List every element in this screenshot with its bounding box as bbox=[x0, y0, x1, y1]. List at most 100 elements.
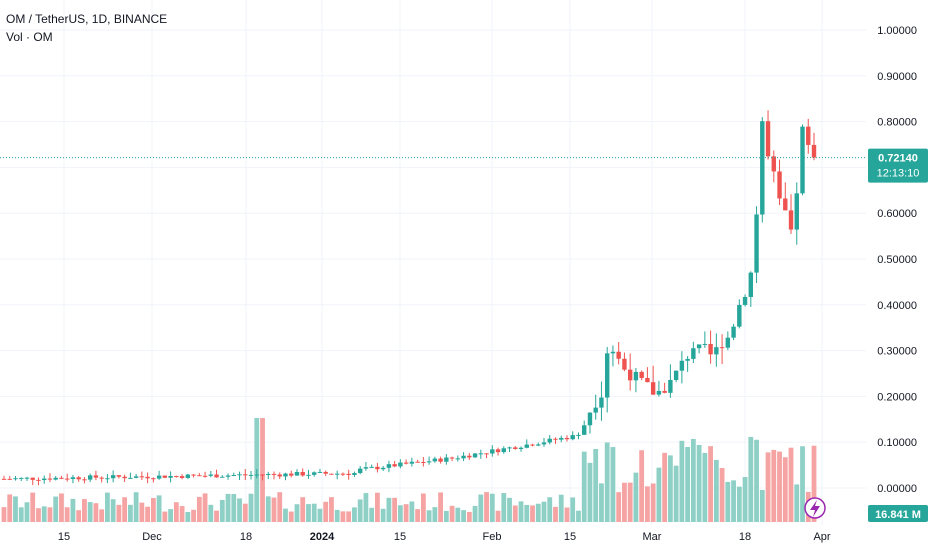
candle-body bbox=[122, 476, 127, 479]
candle-body bbox=[421, 462, 426, 464]
volume-bar bbox=[397, 505, 403, 522]
volume-bar bbox=[214, 510, 219, 522]
candle-body bbox=[788, 210, 794, 230]
candle-body bbox=[582, 425, 587, 435]
candle-body bbox=[777, 171, 782, 199]
time-tick-label: 15 bbox=[394, 531, 406, 543]
volume-bar bbox=[271, 497, 277, 522]
candle-body bbox=[363, 467, 369, 469]
candle-body bbox=[662, 390, 667, 393]
candle-body bbox=[403, 462, 409, 464]
volume-bar bbox=[173, 502, 179, 522]
candle-body bbox=[380, 467, 386, 470]
volume-bar bbox=[455, 507, 461, 522]
candle-body bbox=[42, 478, 47, 481]
volume-bar bbox=[1, 507, 7, 522]
candle-body bbox=[737, 304, 742, 327]
candle-body bbox=[47, 478, 53, 480]
candle-body bbox=[110, 475, 116, 479]
volume-bar bbox=[36, 508, 41, 522]
volume-bar bbox=[535, 503, 541, 522]
volume-bar bbox=[283, 508, 288, 522]
volume-bar bbox=[53, 496, 59, 522]
volume-bar bbox=[179, 506, 185, 522]
volume-bar bbox=[581, 451, 587, 522]
volume-indicator-label[interactable]: Vol · OM bbox=[6, 30, 53, 44]
candle-body bbox=[340, 473, 346, 475]
candle-body bbox=[765, 121, 771, 157]
volume-bar bbox=[788, 447, 794, 522]
candle-body bbox=[536, 444, 541, 446]
candle-body bbox=[185, 474, 191, 478]
countdown-timer: 12:13:10 bbox=[877, 168, 920, 180]
candle-body bbox=[329, 473, 334, 475]
price-tick-label: 0.80000 bbox=[877, 117, 917, 129]
candle-body bbox=[59, 477, 64, 479]
volume-bar bbox=[248, 493, 254, 522]
volume-bar bbox=[639, 450, 645, 522]
candle-body bbox=[289, 473, 294, 476]
candle-body bbox=[145, 476, 150, 479]
candle-body bbox=[610, 351, 616, 354]
volume-bar bbox=[771, 449, 777, 522]
candle-body bbox=[76, 477, 81, 480]
volume-bar bbox=[202, 493, 208, 522]
volume-bar bbox=[656, 467, 662, 522]
time-tick-label: Feb bbox=[483, 531, 502, 543]
candle-body bbox=[133, 476, 139, 478]
symbol-title[interactable]: OM / TetherUS, 1D, BINANCE bbox=[6, 12, 168, 26]
volume-bar bbox=[334, 509, 340, 522]
volume-bar bbox=[800, 446, 805, 522]
candle-body bbox=[530, 444, 535, 446]
candle-body bbox=[64, 478, 70, 480]
volume-bar bbox=[196, 496, 202, 522]
candle-body bbox=[472, 453, 478, 458]
candle-body bbox=[645, 377, 650, 383]
candle-body bbox=[225, 475, 231, 477]
volume-bar bbox=[403, 504, 409, 522]
volume-bar bbox=[133, 492, 139, 522]
volume-bar bbox=[127, 504, 133, 522]
candle-body bbox=[254, 474, 259, 476]
volume-bar bbox=[484, 492, 489, 522]
volume-bar bbox=[294, 504, 300, 522]
volume-bar bbox=[139, 502, 145, 522]
candle-body bbox=[495, 449, 501, 453]
candle-body bbox=[248, 474, 254, 476]
candle-body bbox=[599, 397, 604, 408]
volume-bar bbox=[650, 483, 656, 522]
volume-badge[interactable] bbox=[868, 505, 928, 522]
volume-bar bbox=[501, 493, 507, 522]
volume-bar bbox=[225, 493, 231, 522]
volume-bar bbox=[13, 496, 18, 522]
volume-bar bbox=[99, 509, 105, 522]
volume-bar bbox=[478, 494, 484, 522]
candle-body bbox=[449, 457, 455, 459]
candle-body bbox=[70, 477, 76, 480]
volume-bar bbox=[593, 448, 599, 522]
volume-bar bbox=[426, 510, 432, 522]
candle-body bbox=[105, 478, 110, 480]
volume-bar bbox=[627, 482, 633, 522]
volume-bar bbox=[329, 497, 334, 522]
candle-body bbox=[231, 475, 236, 477]
candle-body bbox=[679, 360, 685, 371]
candle-body bbox=[168, 475, 173, 478]
candle-body bbox=[237, 474, 242, 476]
volume-bar bbox=[524, 504, 530, 522]
price-tick-label: 0.30000 bbox=[877, 346, 917, 358]
volume-value: 16.841 M bbox=[875, 509, 921, 521]
candle-body bbox=[668, 380, 673, 393]
volume-bar bbox=[604, 442, 610, 522]
volume-bar bbox=[110, 499, 116, 522]
last-price-badge[interactable] bbox=[868, 148, 928, 183]
lightning-icon-glyph bbox=[810, 500, 820, 517]
candle-body bbox=[731, 326, 736, 338]
time-tick-label: 2024 bbox=[310, 531, 335, 543]
volume-bar bbox=[352, 507, 357, 522]
volume-bar bbox=[461, 510, 466, 522]
volume-bar bbox=[530, 505, 535, 522]
volume-bar bbox=[300, 497, 306, 522]
